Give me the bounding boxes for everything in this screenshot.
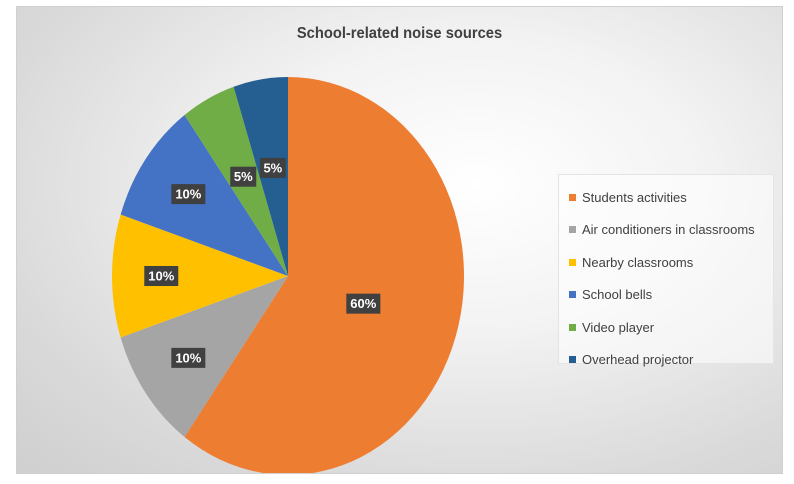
data-label: 60%	[346, 293, 381, 314]
data-label-text: 10%	[175, 187, 201, 202]
legend: Students activities Air conditioners in c…	[558, 174, 774, 367]
chart-title: School-related noise sources	[296, 25, 503, 42]
legend-item: Students activities	[559, 181, 773, 214]
legend-item: Air conditioners in classrooms	[559, 214, 773, 247]
legend-label: Air conditioners in classrooms	[582, 222, 755, 238]
data-label-text: 5%	[234, 169, 253, 184]
data-label: 5%	[259, 157, 286, 178]
legend-swatch	[569, 356, 576, 364]
legend-swatch	[569, 291, 576, 299]
legend-label: Video player	[582, 319, 655, 335]
data-label-box	[230, 166, 257, 187]
legend-item: Overhead projector	[559, 344, 773, 377]
data-label-box	[346, 293, 381, 314]
legend-label: Students activities	[582, 189, 687, 205]
data-label-text: 10%	[175, 350, 201, 365]
data-label: 10%	[171, 184, 206, 205]
legend-label: School bells	[582, 287, 653, 303]
data-label-box	[259, 157, 286, 178]
data-label-text: 60%	[350, 296, 376, 311]
data-label-text: 5%	[263, 160, 282, 175]
legend-item: Nearby classrooms	[559, 246, 773, 279]
pie-slice-students-activities	[184, 77, 464, 473]
legend-swatch	[569, 193, 576, 201]
data-label-box	[171, 347, 206, 368]
legend-swatch	[569, 258, 576, 266]
pie-chart: 60% 10% 10% 10% 5% 5%	[112, 77, 464, 473]
legend-label: Overhead projector	[582, 352, 694, 368]
data-label-text: 10%	[148, 269, 174, 284]
legend-swatch	[569, 323, 576, 331]
legend-swatch	[569, 226, 576, 234]
legend-label: Nearby classrooms	[582, 254, 694, 270]
pie-slice-nearby-classrooms	[112, 214, 288, 338]
legend-item: Video player	[559, 311, 773, 344]
data-label: 5%	[230, 166, 257, 187]
data-label: 10%	[144, 266, 179, 286]
data-label-box	[144, 266, 179, 286]
chart-area: School-related noise sources 60% 10% 10% 10…	[16, 6, 783, 474]
legend-item: School bells	[559, 279, 773, 312]
data-label: 10%	[171, 347, 206, 368]
data-label-box	[171, 184, 206, 205]
